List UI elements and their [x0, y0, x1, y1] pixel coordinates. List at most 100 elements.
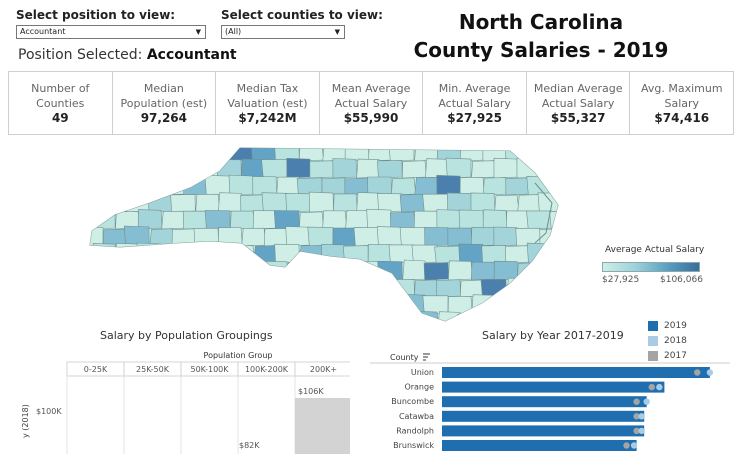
county-shape[interactable]	[448, 260, 473, 281]
county-shape[interactable]	[252, 210, 278, 230]
county-shape[interactable]	[389, 211, 415, 230]
county-shape[interactable]	[146, 260, 173, 281]
county-shape[interactable]	[218, 192, 244, 213]
position-select[interactable]: Accountant ▼	[16, 25, 206, 39]
county-shape[interactable]	[436, 209, 462, 230]
county-shape[interactable]	[204, 174, 231, 196]
county-shape[interactable]	[80, 260, 104, 281]
county-shape[interactable]	[80, 143, 94, 162]
county-shape[interactable]	[112, 177, 139, 196]
county-shape[interactable]	[307, 226, 334, 247]
county-shape[interactable]	[529, 143, 555, 162]
county-shape[interactable]	[354, 295, 380, 315]
county-shape[interactable]	[298, 143, 324, 162]
point-2018[interactable]	[706, 369, 714, 376]
county-shape[interactable]	[391, 177, 417, 196]
county-shape[interactable]	[112, 144, 139, 162]
county-shape[interactable]	[218, 260, 244, 281]
county-shape[interactable]	[414, 279, 439, 298]
county-shape[interactable]	[229, 245, 255, 264]
county-shape[interactable]	[447, 295, 473, 315]
county-shape[interactable]	[308, 191, 334, 213]
county-shape[interactable]	[526, 242, 553, 264]
county-shape[interactable]	[459, 143, 485, 162]
county-shape[interactable]	[102, 192, 128, 213]
county-shape[interactable]	[377, 193, 403, 213]
county-shape[interactable]	[537, 296, 563, 315]
county-shape[interactable]	[470, 261, 496, 281]
county-shape[interactable]	[470, 192, 496, 213]
county-shape[interactable]	[80, 226, 104, 247]
county-shape[interactable]	[367, 244, 393, 264]
county-shape[interactable]	[261, 192, 288, 213]
county-shape[interactable]	[321, 177, 347, 196]
county-shape[interactable]	[229, 313, 255, 325]
county-shape[interactable]	[296, 313, 323, 325]
county-shape[interactable]	[480, 278, 507, 298]
county-shape[interactable]	[285, 193, 311, 213]
county-shape[interactable]	[516, 157, 542, 179]
county-shape[interactable]	[229, 277, 255, 298]
bar-200k-plus[interactable]	[295, 398, 350, 454]
county-shape[interactable]	[493, 295, 519, 315]
bar-2019[interactable]	[442, 440, 637, 451]
county-shape[interactable]	[240, 262, 266, 281]
county-shape[interactable]	[285, 226, 311, 247]
county-shape[interactable]	[183, 244, 209, 264]
county-shape[interactable]	[286, 158, 312, 179]
county-shape[interactable]	[261, 260, 288, 281]
county-shape[interactable]	[482, 209, 508, 230]
county-shape[interactable]	[459, 279, 485, 298]
county-shape[interactable]	[527, 312, 553, 325]
county-shape[interactable]	[493, 157, 519, 179]
county-shape[interactable]	[299, 245, 325, 264]
county-shape[interactable]	[146, 296, 173, 315]
county-shape[interactable]	[125, 295, 151, 315]
county-shape[interactable]	[563, 194, 570, 212]
county-shape[interactable]	[471, 160, 497, 179]
county-shape[interactable]	[182, 143, 208, 162]
county-shape[interactable]	[552, 245, 570, 264]
county-shape[interactable]	[366, 312, 392, 325]
county-shape[interactable]	[517, 296, 542, 315]
county-shape[interactable]	[252, 311, 278, 325]
county-shape[interactable]	[261, 159, 288, 179]
point-2017[interactable]	[623, 442, 630, 449]
county-shape[interactable]	[434, 245, 461, 264]
county-shape[interactable]	[90, 211, 116, 230]
county-shape[interactable]	[80, 313, 94, 325]
county-shape[interactable]	[241, 295, 267, 315]
county-shape[interactable]	[183, 313, 209, 325]
county-shape[interactable]	[252, 176, 278, 196]
county-shape[interactable]	[182, 210, 208, 230]
county-shape[interactable]	[310, 262, 336, 281]
point-2018[interactable]	[638, 413, 645, 420]
county-shape[interactable]	[366, 208, 392, 230]
county-shape[interactable]	[182, 174, 208, 196]
county-shape[interactable]	[103, 259, 129, 281]
county-shape[interactable]	[80, 294, 106, 315]
county-shape[interactable]	[158, 311, 185, 325]
county-shape[interactable]	[92, 310, 117, 325]
legend-item-2017[interactable]: 2017	[648, 348, 687, 363]
county-shape[interactable]	[563, 263, 570, 280]
county-shape[interactable]	[505, 245, 531, 264]
county-shape[interactable]	[561, 159, 570, 178]
county-shape[interactable]	[564, 296, 570, 314]
county-shape[interactable]	[353, 227, 380, 247]
county-shape[interactable]	[161, 210, 187, 230]
county-shape[interactable]	[552, 277, 570, 298]
bar-2019[interactable]	[442, 425, 645, 437]
county-shape[interactable]	[287, 261, 312, 281]
county-shape[interactable]	[321, 276, 347, 298]
county-shape[interactable]	[299, 211, 324, 230]
county-shape[interactable]	[470, 227, 496, 247]
sort-icon[interactable]	[423, 353, 430, 361]
county-shape[interactable]	[309, 294, 335, 315]
county-shape[interactable]	[471, 294, 497, 315]
county-shape[interactable]	[368, 143, 394, 162]
county-shape[interactable]	[264, 295, 289, 315]
county-shape[interactable]	[333, 193, 358, 213]
county-shape[interactable]	[160, 143, 186, 162]
county-shape[interactable]	[551, 311, 570, 325]
